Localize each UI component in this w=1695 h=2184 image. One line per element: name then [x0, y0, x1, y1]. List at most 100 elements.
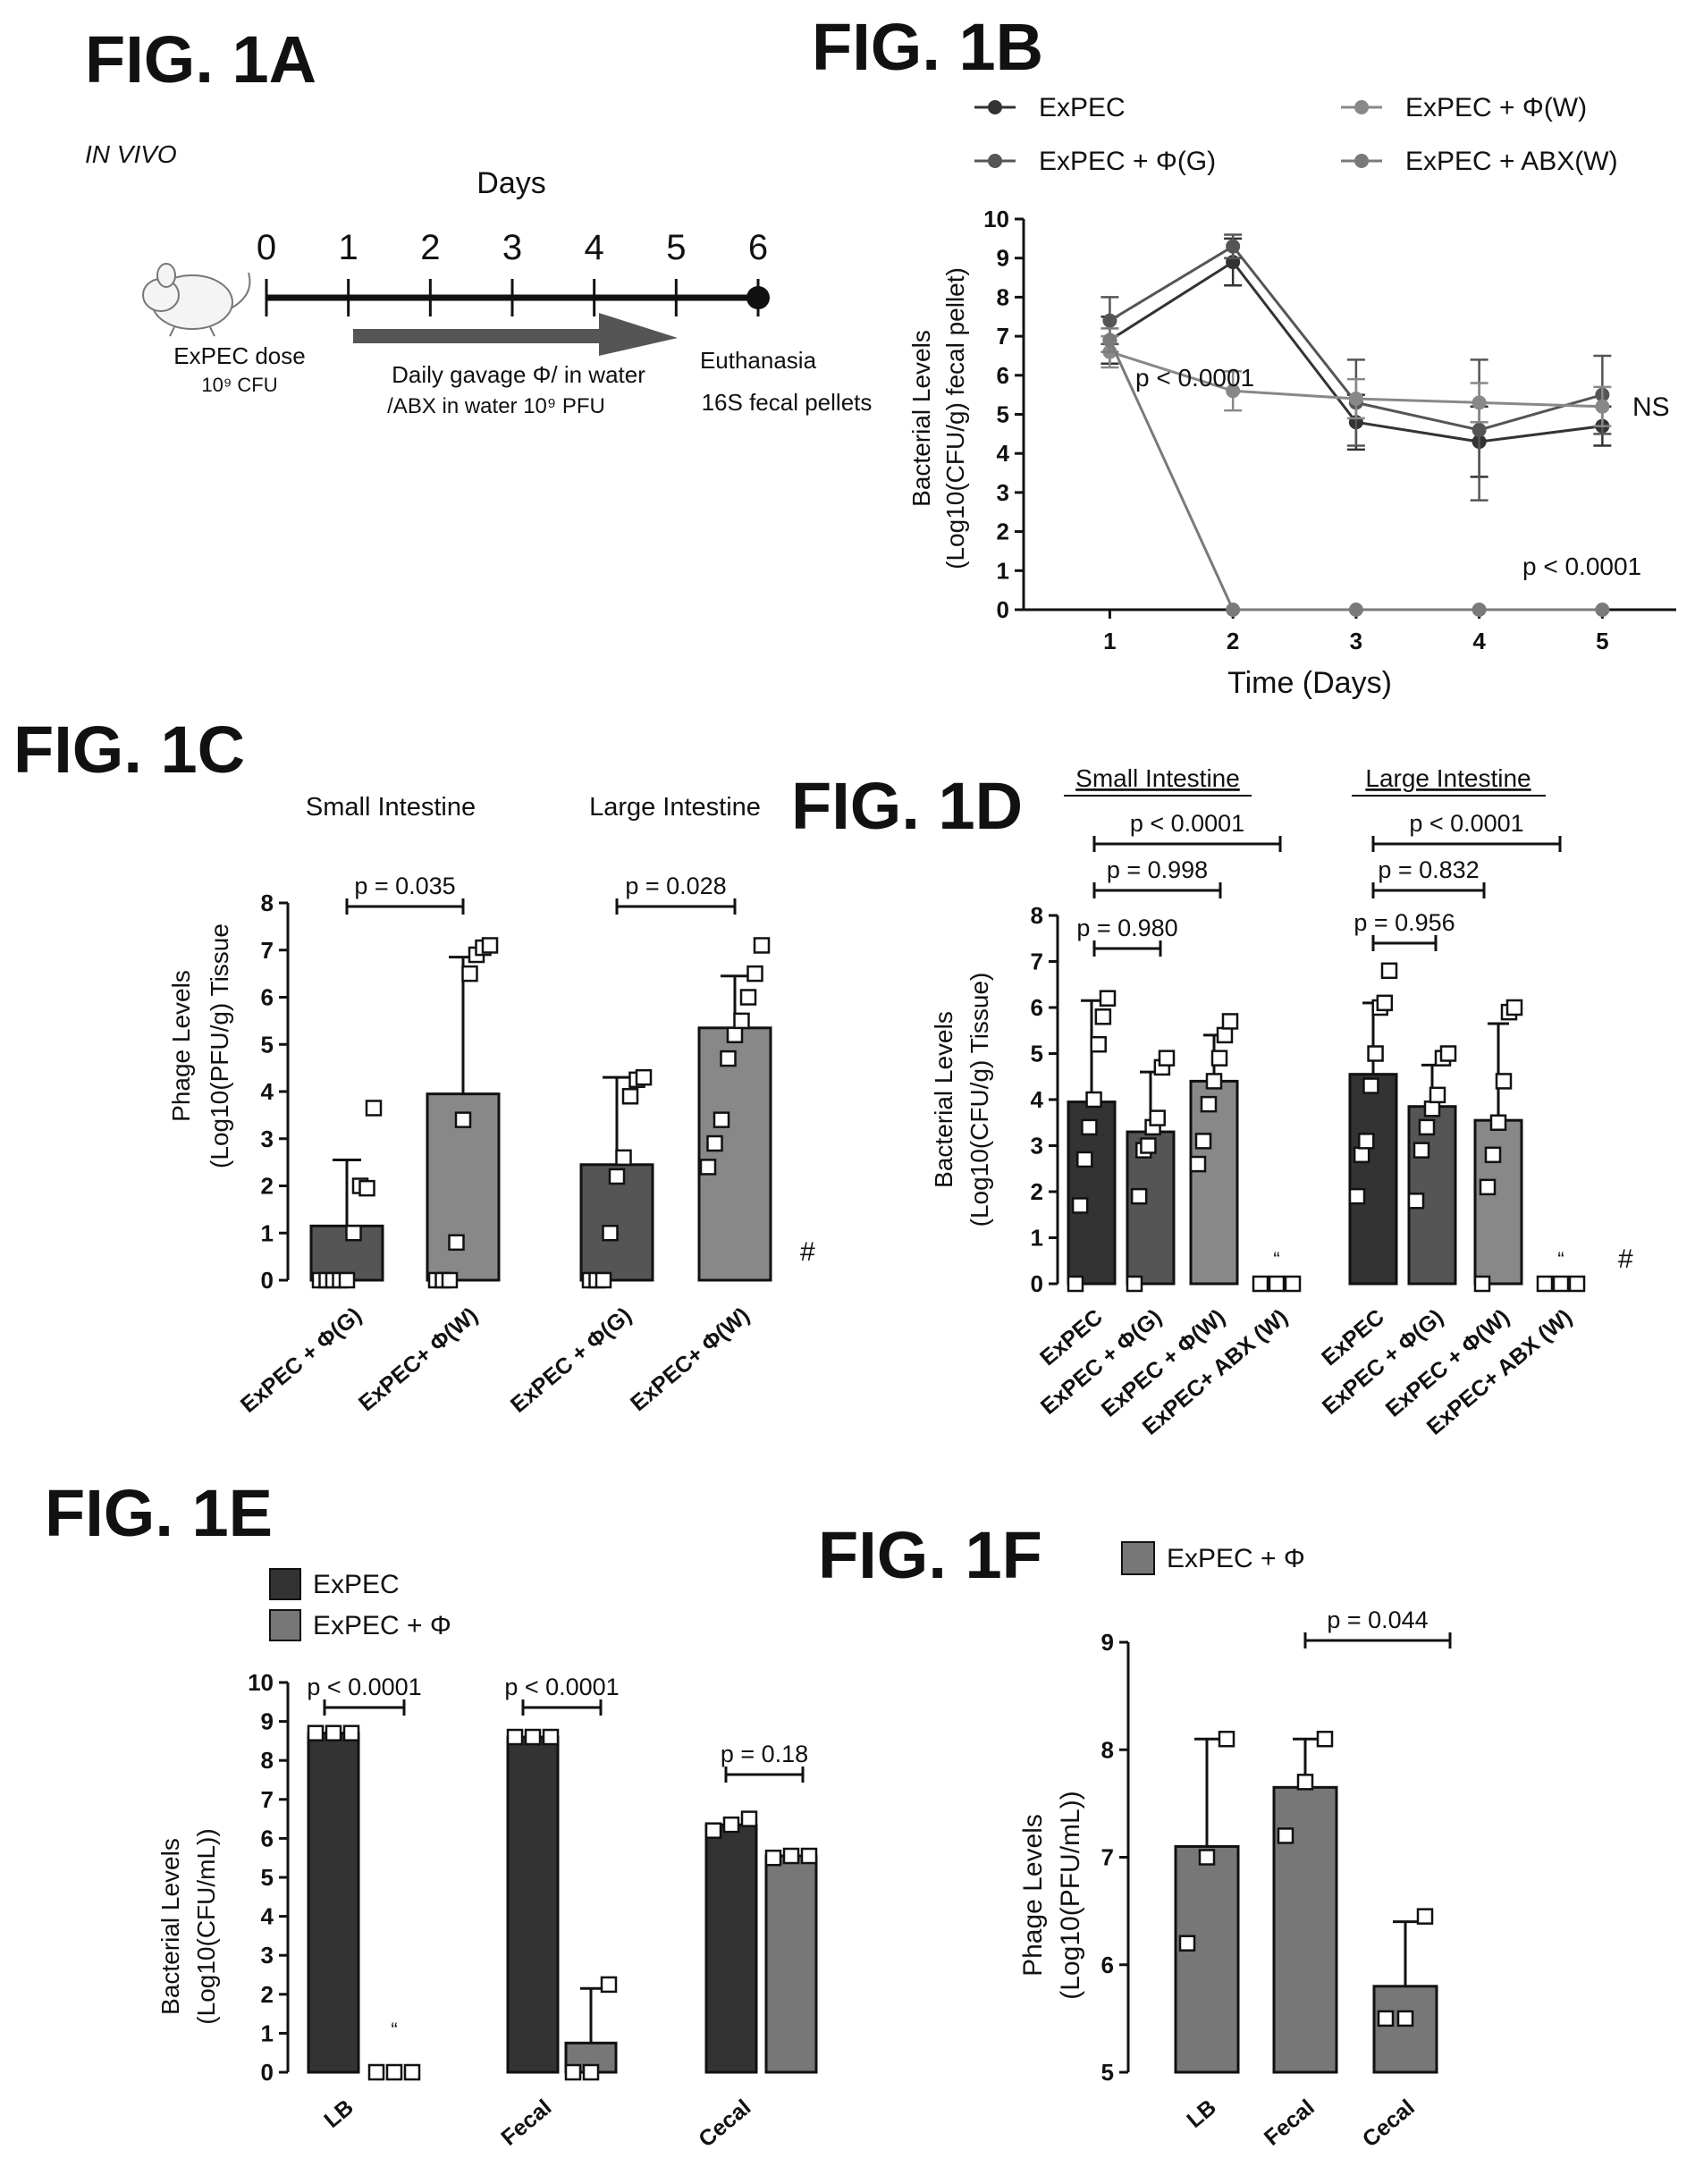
fig-1b-data-point: [1102, 313, 1117, 328]
fig-1d-data-point: [1362, 1077, 1379, 1094]
dose-amount: 10⁹ CFU: [201, 374, 277, 396]
fig-1e-y-tick-label: 7: [261, 1786, 274, 1813]
fig-1e-y-tick-label: 6: [261, 1825, 274, 1851]
fig-1c-data-point: [461, 965, 478, 982]
timeline-day-label: 0: [257, 228, 276, 267]
fig-1a-label: FIG. 1A: [85, 22, 316, 97]
fig-1e-data-point: [542, 1728, 560, 1746]
fig-1f-ylabel-line2: (Log10(PFU/mL)): [1056, 1791, 1085, 1999]
timeline-ticks: 0 1 2 3 4 5 6: [257, 228, 768, 316]
fig-1d-bracket-small-2-label: p = 0.998: [1107, 856, 1208, 883]
fig-1c: FIG. 1C Small Intestine Large Intestine …: [13, 713, 815, 1418]
fig-1c-data-point: [746, 965, 763, 982]
fig-1e-legend-label: ExPEC + Φ: [313, 1611, 451, 1640]
fig-1f-data-point: [1178, 1935, 1196, 1952]
fig-1d-data-point: [1495, 1073, 1513, 1090]
fig-1c-data-point: [706, 1134, 723, 1152]
fig-1f-data-point: [1396, 2010, 1414, 2028]
fig-1c-data-point: [615, 1149, 632, 1167]
fig-1d-bar: [1348, 1073, 1398, 1286]
fig-1d-data-point: [1216, 1026, 1234, 1044]
fig-1d-data-point: [1418, 1118, 1436, 1136]
gavage-arrow: [353, 313, 678, 356]
fig-1b-plot: 0 1 2 3 4 5 6 7 8 9 10 1 2 3 4 5: [983, 206, 1676, 654]
fig-1c-bracket-small-label: p = 0.035: [354, 873, 455, 899]
fig-1d-quote-mark: “: [1557, 1248, 1564, 1270]
fig-1f-bracket-label: p = 0.044: [1327, 1606, 1428, 1633]
fig-1d-data-point: [1473, 1275, 1491, 1293]
fig-1f-legend: ExPEC + Φ: [1121, 1541, 1305, 1575]
fig-1d-data-point: [1505, 999, 1523, 1016]
fig-1b-y-tick-label: 8: [997, 283, 1009, 310]
fig-1c-group-small: Small Intestine: [306, 793, 476, 822]
fig-1b-legend-label: ExPEC + Φ(G): [1039, 147, 1216, 176]
fig-1e-data-point: [722, 1816, 740, 1834]
fig-1d-bracket-large-1-label: p = 0.956: [1353, 909, 1455, 936]
fig-1d-data-point: [1284, 1275, 1302, 1293]
timeline-day-label: 3: [502, 228, 522, 267]
fig-1c-data-point: [621, 1088, 639, 1105]
fig-1f-data-point: [1416, 1908, 1434, 1925]
fig-1e-data-point: [385, 2063, 403, 2081]
fig-1d-ylabel-line1: Bacterial Levels: [930, 1011, 957, 1188]
fig-1d-data-point: [1189, 1155, 1207, 1173]
fig-1d-data-point: [1348, 1187, 1366, 1205]
fig-1d-data-point: [1412, 1142, 1430, 1159]
fig-1d-y-tick-label: 1: [1031, 1225, 1043, 1252]
fig-1c-x-label: ExPEC + Φ(G): [506, 1303, 637, 1418]
fig-1c-data-point: [365, 1100, 383, 1117]
fig-1d-data-point: [1194, 1133, 1212, 1150]
fig-1d-y-tick-label: 2: [1031, 1178, 1043, 1205]
fig-1d-y-tick-label: 3: [1031, 1133, 1043, 1159]
fig-1b-data-point: [1472, 603, 1487, 617]
fig-1e-ylabel-line2: (Log10(CFU/mL)): [192, 1828, 220, 2024]
fig-1c-ylabel-line2: (Log10(PFU/g) Tissue: [206, 923, 233, 1168]
fig-1b-data-point: [1348, 392, 1363, 407]
fig-1c-data-point: [726, 1026, 744, 1043]
fig-1e-legend-swatch: [269, 1609, 301, 1641]
fig-1c-y-tick-label: 3: [261, 1126, 274, 1152]
fig-1b-data-point: [1595, 399, 1610, 414]
fig-1e-data-point: [403, 2063, 421, 2081]
fig-1f-data-point: [1316, 1730, 1334, 1748]
fig-1c-ylabel-line1: Phage Levels: [167, 970, 195, 1122]
fig-1f-data-point: [1277, 1827, 1294, 1844]
fig-1d-bracket-small-1-label: p = 0.980: [1076, 915, 1177, 941]
fig-1f-y-tick-label: 5: [1101, 2059, 1114, 2086]
fig-1e-quote-mark: “: [391, 2019, 397, 2041]
fig-1e-x-label: Fecal: [496, 2095, 556, 2151]
fig-1c-bar: [697, 1026, 772, 1282]
fig-1e-legend-swatch: [269, 1568, 301, 1600]
fig-1a-axis-title: Days: [476, 166, 545, 200]
fig-1c-bracket-large-label: p = 0.028: [625, 873, 726, 899]
fig-1b-legend-label: ExPEC + ABX(W): [1405, 147, 1618, 176]
fig-1d-y-tick-label: 0: [1031, 1270, 1043, 1297]
fig-1c-label: FIG. 1C: [13, 713, 245, 787]
fig-1d-data-point: [1081, 1118, 1098, 1136]
fig-1e-data-point: [782, 1847, 800, 1865]
fig-1f-y-tick-label: 8: [1101, 1736, 1114, 1763]
fig-1b-ylabel-line2: (Log10(CFU/g) fecal pellet): [941, 267, 969, 569]
fig-1d-bracket-small-3-label: p < 0.0001: [1130, 810, 1244, 837]
end-line1: Euthanasia: [700, 347, 817, 374]
fig-1e-y-tick-label: 2: [261, 1981, 274, 2008]
fig-1a-subtitle: IN VIVO: [85, 140, 177, 168]
fig-1b-data-point: [1102, 333, 1117, 348]
fig-1b-data-point: [1226, 384, 1241, 399]
timeline-end-marker: [746, 286, 770, 309]
fig-1e-data-point: [524, 1728, 542, 1746]
fig-1f-x-label: Cecal: [1358, 2095, 1420, 2152]
timeline-day-label: 1: [339, 228, 358, 267]
fig-1f-x-label: LB: [1182, 2095, 1221, 2133]
fig-1d-data-point: [1252, 1275, 1269, 1293]
fig-1d-y-tick-label: 7: [1031, 949, 1043, 975]
fig-1d-data-point: [1158, 1050, 1176, 1067]
fig-1c-y-tick-label: 5: [261, 1031, 274, 1058]
fig-1e-legend-label: ExPEC: [313, 1570, 400, 1599]
timeline-day-label: 2: [420, 228, 440, 267]
fig-1f-data-point: [1377, 2010, 1395, 2028]
fig-1d-data-point: [1367, 1045, 1384, 1062]
fig-1b-x-tick-label: 3: [1350, 628, 1362, 654]
